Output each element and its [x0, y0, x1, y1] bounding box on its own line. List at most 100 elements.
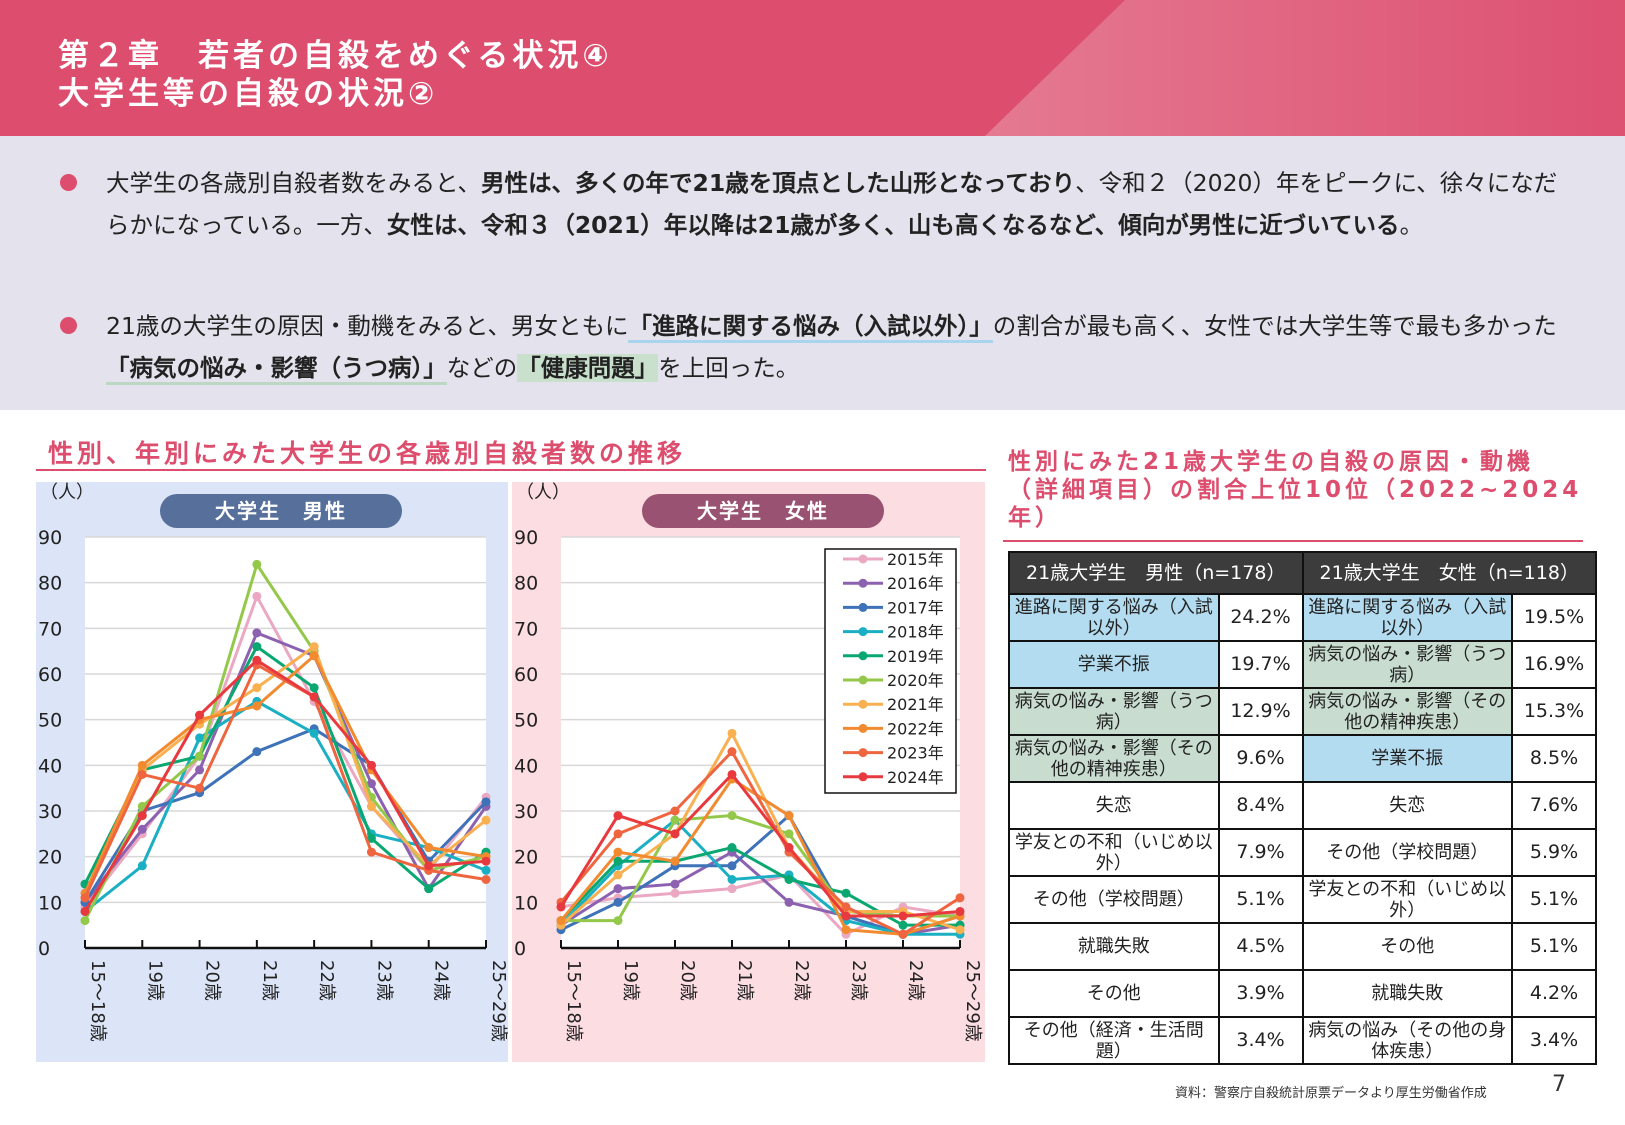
- table-row: その他 3.9% 就職失敗 4.2%: [1008, 969, 1597, 1018]
- data-point: [727, 843, 737, 853]
- male-percentage: 12.9%: [1217, 687, 1304, 736]
- text-segment-bold: 「健康問題」: [517, 354, 659, 382]
- y-tick-label: 30: [514, 801, 538, 823]
- legend-marker: [858, 602, 868, 612]
- female-percentage: 15.3%: [1511, 687, 1597, 736]
- data-point: [670, 829, 680, 839]
- y-tick-label: 90: [38, 527, 62, 549]
- female-percentage: 3.4%: [1511, 1016, 1597, 1065]
- series-line: [83, 658, 487, 913]
- y-tick-label: 10: [514, 892, 538, 914]
- data-point: [137, 824, 147, 834]
- data-point: [366, 760, 376, 770]
- data-point: [195, 765, 205, 775]
- male-cause: 失恋: [1008, 781, 1220, 830]
- y-tick-label: 60: [38, 664, 62, 686]
- text-segment: を上回った。: [658, 354, 800, 382]
- male-chart-panel: 大学生 男性 （人） 0 10 20 30 40 50 60 70 80 90 15～18歳 19歳 20…: [36, 482, 509, 1062]
- y-tick-label: 80: [38, 573, 62, 595]
- data-point: [613, 829, 623, 839]
- x-tick-label: 25～29歳: [962, 960, 983, 1042]
- x-tick-label: 22歳: [316, 960, 337, 1001]
- y-axis-unit: （人）: [40, 482, 94, 503]
- data-point: [670, 879, 680, 889]
- data-point: [137, 811, 147, 821]
- y-tick-label: 0: [38, 938, 50, 960]
- x-tick-label: 19歳: [144, 960, 165, 1001]
- female-chart-title: 大学生 女性: [642, 494, 884, 528]
- data-point: [252, 628, 262, 638]
- data-point: [366, 779, 376, 789]
- text-segment-bold: 男性は、多くの年で21歳を頂点とした山形となっており: [481, 169, 1076, 197]
- legend-marker: [858, 748, 868, 758]
- series-line: [559, 845, 960, 927]
- data-point: [841, 911, 851, 921]
- female-percentage: 19.5%: [1511, 593, 1597, 642]
- female-cause: 病気の悩み・影響（うつ病）: [1301, 640, 1513, 689]
- data-point: [309, 651, 319, 661]
- data-point: [481, 856, 491, 866]
- female-percentage: 8.5%: [1511, 734, 1597, 783]
- data-point: [955, 906, 965, 916]
- bullet-text: 大学生の各歳別自殺者数をみると、男性は、多くの年で21歳を頂点とした山形となって…: [106, 162, 1580, 246]
- text-segment: 21歳の大学生の原因・動機をみると、男女ともに: [106, 312, 629, 340]
- data-point: [670, 806, 680, 816]
- female-cause: 就職失敗: [1301, 969, 1513, 1018]
- legend-label: 2015年: [887, 550, 944, 569]
- legend-marker: [858, 699, 868, 709]
- table-row: 病気の悩み・影響（うつ病） 12.9% 病気の悩み・影響（その他の精神疾患） 15.3…: [1008, 687, 1597, 736]
- data-point: [80, 916, 90, 926]
- series-line: [559, 776, 961, 936]
- data-point: [137, 861, 147, 871]
- source-note: 資料：警察庁自殺統計原票データより厚生労働省作成: [1175, 1086, 1487, 1101]
- data-point: [955, 925, 965, 935]
- data-point: [841, 902, 851, 912]
- right-title-rule: [1003, 540, 1583, 542]
- summary-bullet-2: 21歳の大学生の原因・動機をみると、男女ともに「進路に関する悩み（入試以外）」の…: [60, 305, 1580, 389]
- table-row: その他（学校問題） 5.1% 学友との不和（いじめ以外） 5.1%: [1008, 875, 1597, 924]
- legend-label: 2018年: [887, 623, 944, 642]
- male-percentage: 9.6%: [1217, 734, 1304, 783]
- data-point: [613, 916, 623, 926]
- data-point: [137, 769, 147, 779]
- male-cause: 病気の悩み・影響（うつ病）: [1008, 687, 1220, 736]
- data-point: [727, 861, 737, 871]
- data-point: [841, 888, 851, 898]
- x-tick-label: 22歳: [791, 960, 812, 1001]
- data-point: [727, 747, 737, 757]
- data-point: [366, 801, 376, 811]
- female-percentage: 16.9%: [1511, 640, 1597, 689]
- female-line-chart: （人） 0 10 20 30 40 50 60 70 80 90 15～18歳 19歳 20歳 21歳 22歳…: [514, 482, 983, 1042]
- data-point: [309, 692, 319, 702]
- data-point: [784, 897, 794, 907]
- legend-label: 2017年: [887, 598, 944, 617]
- y-tick-label: 70: [514, 618, 538, 640]
- data-point: [727, 811, 737, 821]
- data-point: [195, 733, 205, 743]
- header-decoration: [985, 0, 1625, 136]
- x-tick-label: 25～29歳: [488, 960, 508, 1042]
- x-tick-label: 23歳: [373, 960, 394, 1001]
- data-point: [424, 843, 434, 853]
- y-tick-label: 50: [38, 710, 62, 732]
- female-cause: 病気の悩み（その他の身体疾患）: [1301, 1016, 1513, 1065]
- series-2024年: [80, 655, 491, 916]
- data-point: [366, 833, 376, 843]
- legend-marker: [858, 578, 868, 588]
- y-tick-label: 0: [514, 938, 526, 960]
- text-segment: 大学生の各歳別自殺者数をみると、: [106, 169, 482, 197]
- data-point: [727, 875, 737, 884]
- chapter-title: 第２章 若者の自殺をめぐる状況④: [58, 38, 613, 74]
- text-segment: の割合が最も高く、女性では大学生等で最も多かった: [992, 312, 1557, 340]
- right-section-title: 性別にみた21歳大学生の自殺の原因・動機（詳細項目）の割合上位10位（2022~…: [1008, 449, 1583, 531]
- data-point: [252, 591, 262, 601]
- x-tick-label: 24歳: [905, 960, 926, 1001]
- series-line: [84, 699, 487, 913]
- data-point: [80, 893, 90, 903]
- data-point: [137, 760, 147, 770]
- y-tick-label: 50: [514, 710, 538, 732]
- series-line: [83, 662, 487, 899]
- male-cause: 病気の悩み・影響（その他の精神疾患）: [1008, 734, 1220, 783]
- x-tick-label: 21歳: [734, 960, 755, 1001]
- female-cause: 学友との不和（いじめ以外）: [1301, 875, 1513, 924]
